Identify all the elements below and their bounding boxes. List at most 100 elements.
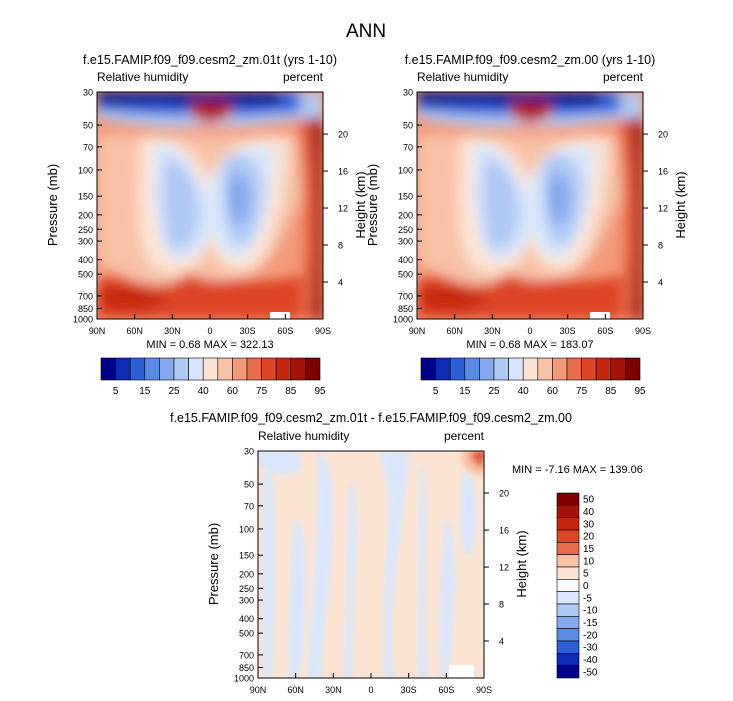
y-tick-label: 1000 — [234, 674, 254, 684]
y-tick-label: 70 — [244, 501, 254, 511]
colorbar-swatch — [159, 357, 175, 381]
colorbar-swatch — [493, 357, 509, 381]
y-tick-label: 500 — [398, 270, 413, 280]
colorbar-swatch — [556, 603, 580, 617]
panel-diff-variable-label: Relative humidity — [258, 429, 349, 443]
colorbar-label: -15 — [583, 618, 598, 629]
colorbar-swatch — [420, 357, 436, 381]
height-tick-label: 16 — [338, 167, 348, 177]
colorbar-swatch — [115, 357, 131, 381]
y-tick-label: 250 — [239, 584, 254, 594]
y-tick-label: 400 — [398, 255, 413, 265]
y-tick-label: 250 — [78, 225, 93, 235]
y-tick-label: 300 — [398, 237, 413, 247]
x-tick-label: 60N — [287, 685, 304, 695]
colorbar-swatch — [556, 529, 580, 543]
y-tick-label: 850 — [239, 663, 254, 673]
x-tick-label: 0 — [368, 685, 373, 695]
height-tick-label: 20 — [499, 489, 509, 499]
panel-right-axes: 305070100150200250300400500700850100090N… — [393, 88, 668, 337]
colorbar-label: 40 — [198, 386, 210, 397]
x-tick-label: 0 — [207, 326, 212, 336]
panel-diff-title: f.e15.FAMIP.f09_f09.cesm2_zm.01t - f.e15… — [170, 411, 572, 425]
y-tick-label: 100 — [398, 165, 413, 175]
colorbar-swatch — [556, 591, 580, 605]
height-tick-label: 16 — [658, 167, 668, 177]
colorbar-label: 75 — [576, 386, 588, 397]
colorbar-label: 85 — [285, 386, 297, 397]
x-tick-label: 60N — [446, 326, 463, 336]
panel-diff-ylabel: Pressure (mb) — [206, 523, 221, 605]
y-tick-label: 200 — [398, 210, 413, 220]
height-tick-label: 8 — [338, 241, 343, 251]
colorbar-swatch — [556, 517, 580, 531]
y-tick-label: 50 — [244, 480, 254, 490]
y-tick-label: 400 — [239, 614, 254, 624]
x-tick-label: 30S — [240, 326, 256, 336]
colorbar-swatch — [556, 505, 580, 518]
figure-title: ANN — [346, 21, 386, 42]
panel-right-colorbar: 5 15 25 40 60 75 85 95 — [420, 357, 646, 397]
colorbar-label: 60 — [547, 386, 559, 397]
y-tick-label: 50 — [83, 121, 93, 131]
panel-left-units-label: percent — [283, 70, 324, 84]
y-tick-label: 150 — [398, 192, 413, 202]
colorbar-label: 5 — [433, 386, 439, 397]
colorbar-swatch — [508, 357, 524, 381]
colorbar-label: 30 — [583, 519, 595, 530]
colorbar-swatch — [625, 357, 641, 381]
height-tick-label: 12 — [658, 204, 668, 214]
colorbar-swatch — [556, 579, 580, 592]
colorbar-label: 85 — [605, 386, 617, 397]
x-tick-label: 90S — [315, 326, 331, 336]
colorbar-swatch — [522, 357, 539, 381]
x-tick-label: 60N — [126, 326, 143, 336]
y-tick-label: 850 — [398, 304, 413, 314]
colorbar-label: -20 — [583, 630, 598, 641]
colorbar-swatch — [275, 357, 292, 381]
colorbar-swatch — [305, 357, 321, 381]
height-tick-label: 8 — [658, 241, 663, 251]
colorbar-swatch — [217, 357, 233, 381]
height-tick-label: 8 — [499, 600, 504, 610]
y-tick-label: 700 — [78, 291, 93, 301]
height-tick-label: 4 — [658, 278, 663, 288]
colorbar-swatch — [581, 357, 597, 381]
colorbar-swatch — [556, 653, 580, 666]
colorbar-label: 10 — [583, 556, 595, 567]
y-tick-label: 1000 — [73, 315, 93, 325]
y-tick-label: 700 — [239, 650, 254, 660]
colorbar-swatch — [595, 357, 612, 381]
panel-diff-y2label: Height (km) — [514, 530, 529, 597]
colorbar-label: -50 — [583, 667, 598, 678]
panel-left-y2label: Height (km) — [353, 171, 368, 238]
colorbar-swatch — [290, 357, 306, 381]
colorbar-swatch — [556, 628, 580, 642]
y-tick-label: 30 — [83, 88, 93, 98]
colorbar-label: 15 — [583, 544, 595, 555]
panel-left-colorbar: 5 15 25 40 60 75 85 95 — [100, 357, 326, 397]
height-tick-label: 20 — [338, 130, 348, 140]
colorbar-swatch — [556, 616, 580, 629]
x-tick-label: 30N — [164, 326, 181, 336]
colorbar-label: 5 — [113, 386, 119, 397]
colorbar-swatch — [552, 357, 568, 381]
y-tick-label: 30 — [403, 88, 413, 98]
x-tick-label: 60S — [438, 685, 454, 695]
colorbar-swatch — [173, 357, 189, 381]
y-tick-label: 200 — [239, 569, 254, 579]
y-tick-label: 700 — [398, 291, 413, 301]
height-tick-label: 12 — [338, 204, 348, 214]
colorbar-label: 40 — [518, 386, 530, 397]
panel-right-ylabel: Pressure (mb) — [365, 164, 380, 246]
panel-right-stats: MIN = 0.68 MAX = 183.07 — [466, 339, 593, 351]
colorbar-swatch — [556, 554, 580, 568]
colorbar-label: 15 — [459, 386, 471, 397]
y-tick-label: 100 — [239, 524, 254, 534]
colorbar-swatch — [261, 357, 277, 381]
colorbar-swatch — [246, 357, 262, 381]
colorbar-swatch — [435, 357, 451, 381]
colorbar-swatch — [566, 357, 582, 381]
x-tick-label: 30S — [560, 326, 576, 336]
